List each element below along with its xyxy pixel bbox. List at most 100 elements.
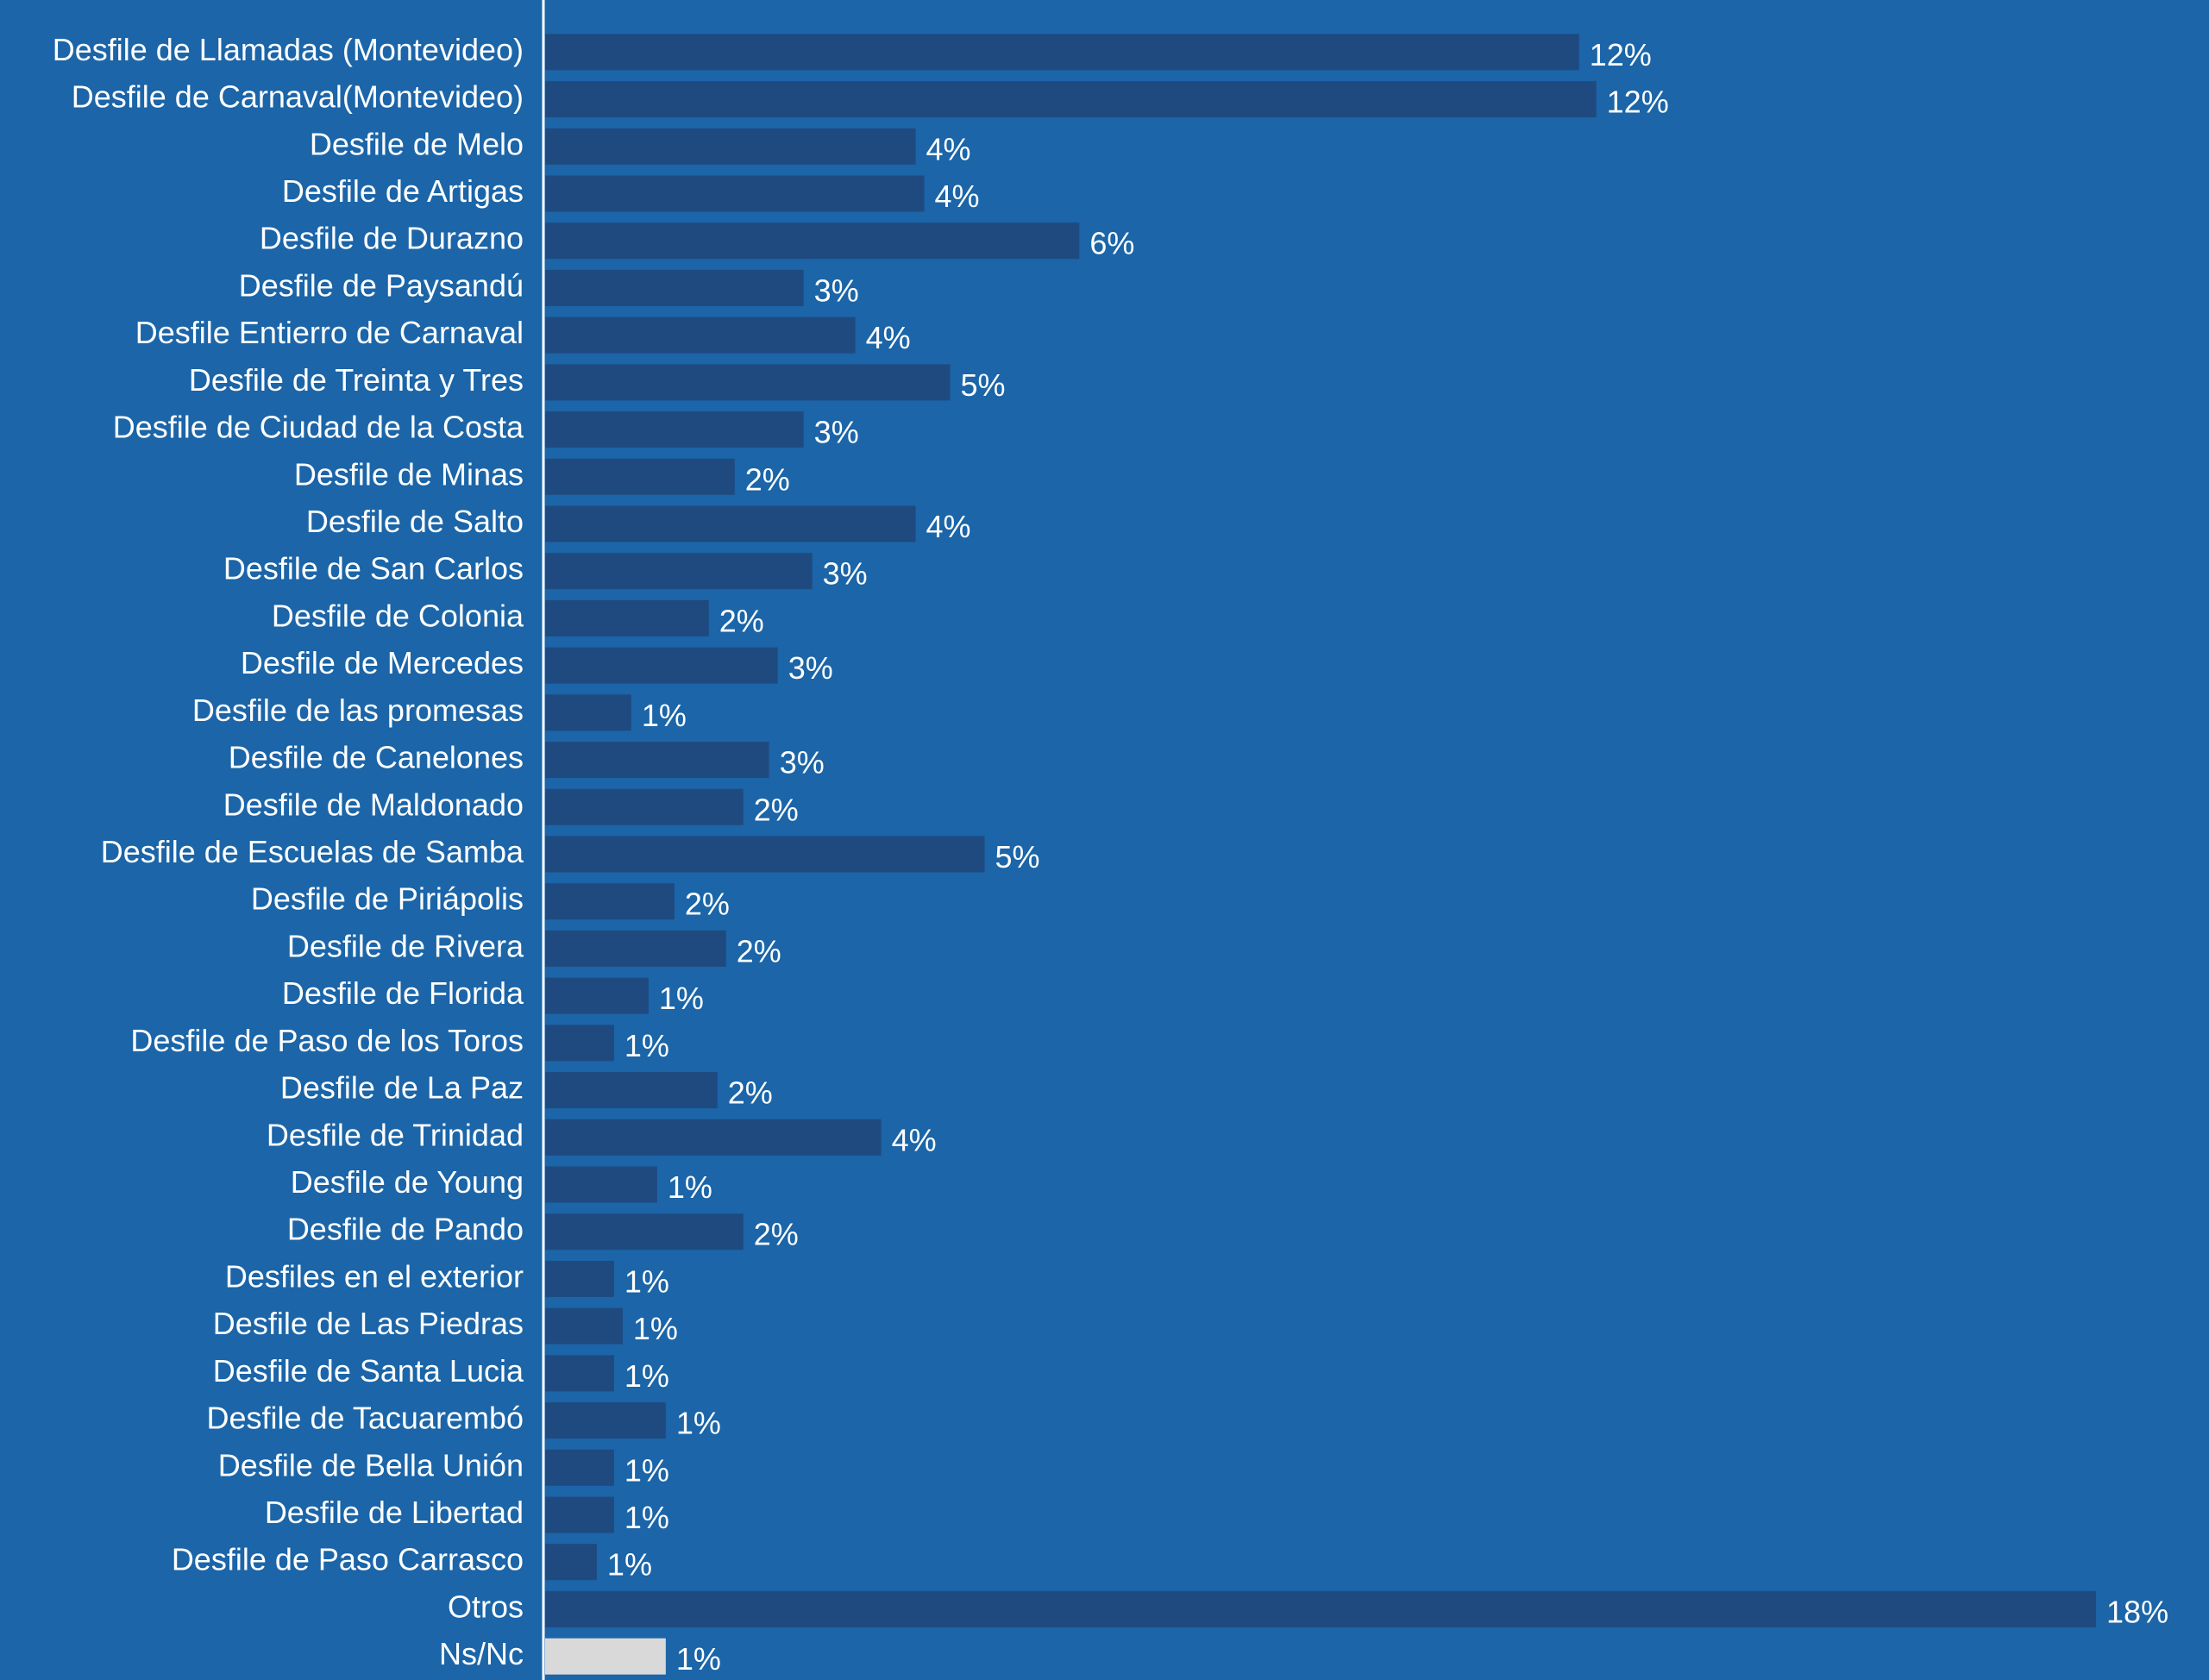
bar [545,269,804,306]
bar [545,317,856,354]
value-label: 4% [926,131,971,166]
value-label: 3% [823,556,868,592]
bar [545,1638,666,1675]
bar [545,505,916,542]
bar [545,930,726,967]
category-label: Desfile de Melo [310,126,524,161]
category-label: Desfile de Pando [287,1212,524,1247]
bar [545,1119,882,1156]
bar [545,1402,666,1439]
category-label: Desfile de Salto [306,504,524,539]
category-label: Desfile de Florida [282,975,524,1011]
bar [545,883,675,920]
value-label: 12% [1607,85,1669,120]
category-label: Desfile de Maldonado [223,787,524,822]
value-label: 2% [737,933,781,969]
bar [545,411,804,448]
value-label: 3% [814,415,859,450]
value-label: 1% [676,1641,721,1677]
value-label: 5% [960,367,1005,403]
value-label: 3% [780,745,825,780]
value-label: 4% [935,179,980,214]
bar [545,1025,614,1062]
value-label: 1% [668,1169,712,1205]
category-label: Ns/Nc [439,1636,524,1671]
category-label: Desfile de Treinta y Tres [189,362,524,398]
value-label: 18% [2106,1594,2168,1629]
value-label: 3% [788,650,833,686]
value-label: 2% [728,1075,773,1111]
category-label: Desfile de Rivera [287,928,524,963]
value-label: 2% [745,461,790,497]
value-label: 1% [624,1263,669,1299]
category-label: Desfile de Escuelas de Samba [101,834,524,869]
bar [545,1449,614,1486]
bar [545,34,1579,71]
value-label: 4% [866,320,911,355]
bar [545,553,813,590]
category-label: Desfile de Paso de los Toros [130,1023,524,1058]
value-label: 2% [754,1217,799,1252]
bar [545,1072,718,1109]
bar [545,647,778,684]
category-label: Desfile de Ciudad de la Costa [113,410,524,445]
bar [545,1544,597,1581]
category-label: Desfile de Piriápolis [251,881,524,917]
value-label: 1% [607,1547,652,1583]
bar [545,1496,614,1533]
category-label: Otros [448,1589,524,1624]
value-label: 1% [624,1500,669,1535]
category-label: Desfile de Las Piedras [213,1306,524,1341]
bar [545,977,649,1014]
value-label: 1% [676,1406,721,1441]
bar [545,81,1597,118]
category-label: Desfile de Canelones [229,740,524,775]
category-label: Desfile de Carnaval(Montevideo) [72,79,524,115]
value-label: 12% [1590,37,1652,72]
category-label: Desfile de Paysandú [239,267,524,303]
bar [545,1590,2097,1627]
value-label: 1% [624,1358,669,1394]
bar [545,599,709,636]
value-label: 4% [926,509,971,544]
bar [545,1307,623,1345]
category-label: Desfile de Llamadas (Montevideo) [53,32,524,67]
bar [545,175,925,212]
value-label: 1% [624,1452,669,1488]
category-label: Desfile de Young [291,1164,524,1200]
category-label: Desfile de Libertad [265,1495,524,1530]
bar [545,223,1080,260]
category-label: Desfile de La Paz [280,1070,524,1106]
category-label: Desfile Entierro de Carnaval [135,315,524,350]
category-label: Desfile de Artigas [282,173,524,209]
bar [545,1213,744,1251]
category-label: Desfile de Santa Lucia [213,1353,524,1389]
bar [545,128,916,165]
bar [545,1355,614,1392]
category-label: Desfile de Bella Unión [218,1447,524,1483]
value-label: 1% [624,1028,669,1063]
category-label: Desfile de Mercedes [241,645,524,680]
bar [545,364,951,401]
category-label: Desfile de Paso Carrasco [172,1542,524,1577]
value-label: 2% [754,792,799,827]
category-label: Desfile de Durazno [260,221,524,256]
value-label: 2% [685,887,730,922]
bar [545,458,735,495]
category-label: Desfiles en el exterior [225,1258,524,1294]
category-label: Desfile de Colonia [272,598,524,633]
bar [545,1260,614,1297]
value-label: 2% [719,603,764,638]
category-label: Desfile de San Carlos [223,551,524,586]
bar [545,788,744,825]
value-label: 1% [633,1311,678,1346]
value-label: 1% [659,981,704,1016]
value-label: 5% [995,839,1039,874]
bar [545,836,985,873]
category-label: Desfile de Minas [294,456,524,492]
bar [545,742,769,779]
category-label: Desfile de Trinidad [267,1117,524,1152]
value-label: 3% [814,273,859,308]
